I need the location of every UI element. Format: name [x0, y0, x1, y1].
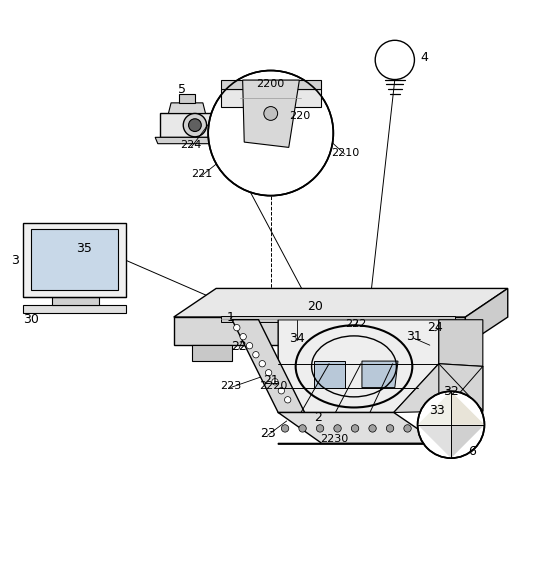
Polygon shape — [52, 298, 100, 305]
Circle shape — [264, 107, 278, 120]
Polygon shape — [278, 320, 439, 412]
Circle shape — [418, 391, 484, 458]
Text: 24: 24 — [427, 321, 443, 334]
Polygon shape — [418, 391, 451, 425]
Polygon shape — [314, 361, 345, 387]
Polygon shape — [30, 229, 118, 290]
Circle shape — [208, 71, 333, 196]
Text: 3: 3 — [11, 254, 19, 267]
Circle shape — [233, 324, 240, 331]
Circle shape — [246, 343, 253, 349]
Polygon shape — [155, 137, 221, 144]
Polygon shape — [451, 391, 484, 425]
Text: 33: 33 — [430, 404, 445, 417]
Polygon shape — [439, 364, 483, 417]
Polygon shape — [465, 288, 508, 345]
Circle shape — [375, 41, 415, 79]
Polygon shape — [179, 94, 195, 103]
Polygon shape — [160, 113, 216, 137]
Polygon shape — [418, 425, 451, 458]
Polygon shape — [451, 425, 484, 458]
Text: 224: 224 — [181, 140, 202, 151]
Text: 2210: 2210 — [331, 148, 359, 157]
Text: 23: 23 — [260, 427, 276, 440]
Polygon shape — [174, 288, 508, 317]
Text: 4: 4 — [421, 51, 429, 64]
Polygon shape — [168, 103, 206, 113]
Text: 2200: 2200 — [256, 79, 285, 89]
Polygon shape — [232, 320, 305, 412]
Text: 30: 30 — [22, 313, 38, 326]
Text: 31: 31 — [406, 329, 422, 343]
Text: 220: 220 — [289, 111, 310, 120]
Text: 1: 1 — [227, 310, 235, 324]
Text: 35: 35 — [76, 241, 92, 255]
Circle shape — [281, 425, 289, 432]
Text: 6: 6 — [469, 445, 476, 458]
Circle shape — [259, 361, 265, 367]
Polygon shape — [243, 80, 300, 148]
Circle shape — [334, 425, 341, 432]
Polygon shape — [22, 305, 126, 313]
Text: 5: 5 — [177, 83, 185, 96]
Polygon shape — [439, 320, 483, 367]
Circle shape — [386, 425, 394, 432]
Circle shape — [240, 334, 246, 340]
Text: 22: 22 — [231, 340, 247, 353]
Circle shape — [351, 425, 359, 432]
Circle shape — [189, 119, 201, 131]
Circle shape — [285, 397, 291, 403]
Circle shape — [278, 387, 285, 394]
Text: 2: 2 — [314, 411, 322, 424]
Text: 2230: 2230 — [320, 434, 349, 444]
Circle shape — [369, 425, 376, 432]
Polygon shape — [221, 89, 320, 107]
Polygon shape — [221, 80, 320, 89]
Text: 222: 222 — [345, 320, 366, 329]
Text: 34: 34 — [289, 332, 305, 345]
Polygon shape — [362, 361, 398, 387]
Circle shape — [265, 369, 272, 376]
Circle shape — [272, 379, 278, 385]
Text: 21: 21 — [263, 374, 279, 387]
Polygon shape — [278, 411, 483, 444]
Circle shape — [253, 351, 259, 358]
Circle shape — [299, 425, 306, 432]
Circle shape — [183, 113, 207, 137]
Circle shape — [404, 425, 411, 432]
Polygon shape — [174, 317, 465, 345]
Polygon shape — [278, 412, 439, 444]
Text: 223: 223 — [220, 381, 241, 391]
Circle shape — [317, 425, 324, 432]
Text: 221: 221 — [191, 169, 213, 179]
Polygon shape — [436, 345, 465, 361]
Polygon shape — [22, 223, 126, 298]
Text: 2220: 2220 — [259, 381, 287, 391]
Text: 20: 20 — [308, 300, 323, 313]
Polygon shape — [221, 316, 455, 323]
Polygon shape — [192, 345, 232, 361]
Polygon shape — [394, 364, 483, 412]
Text: 32: 32 — [443, 385, 459, 398]
